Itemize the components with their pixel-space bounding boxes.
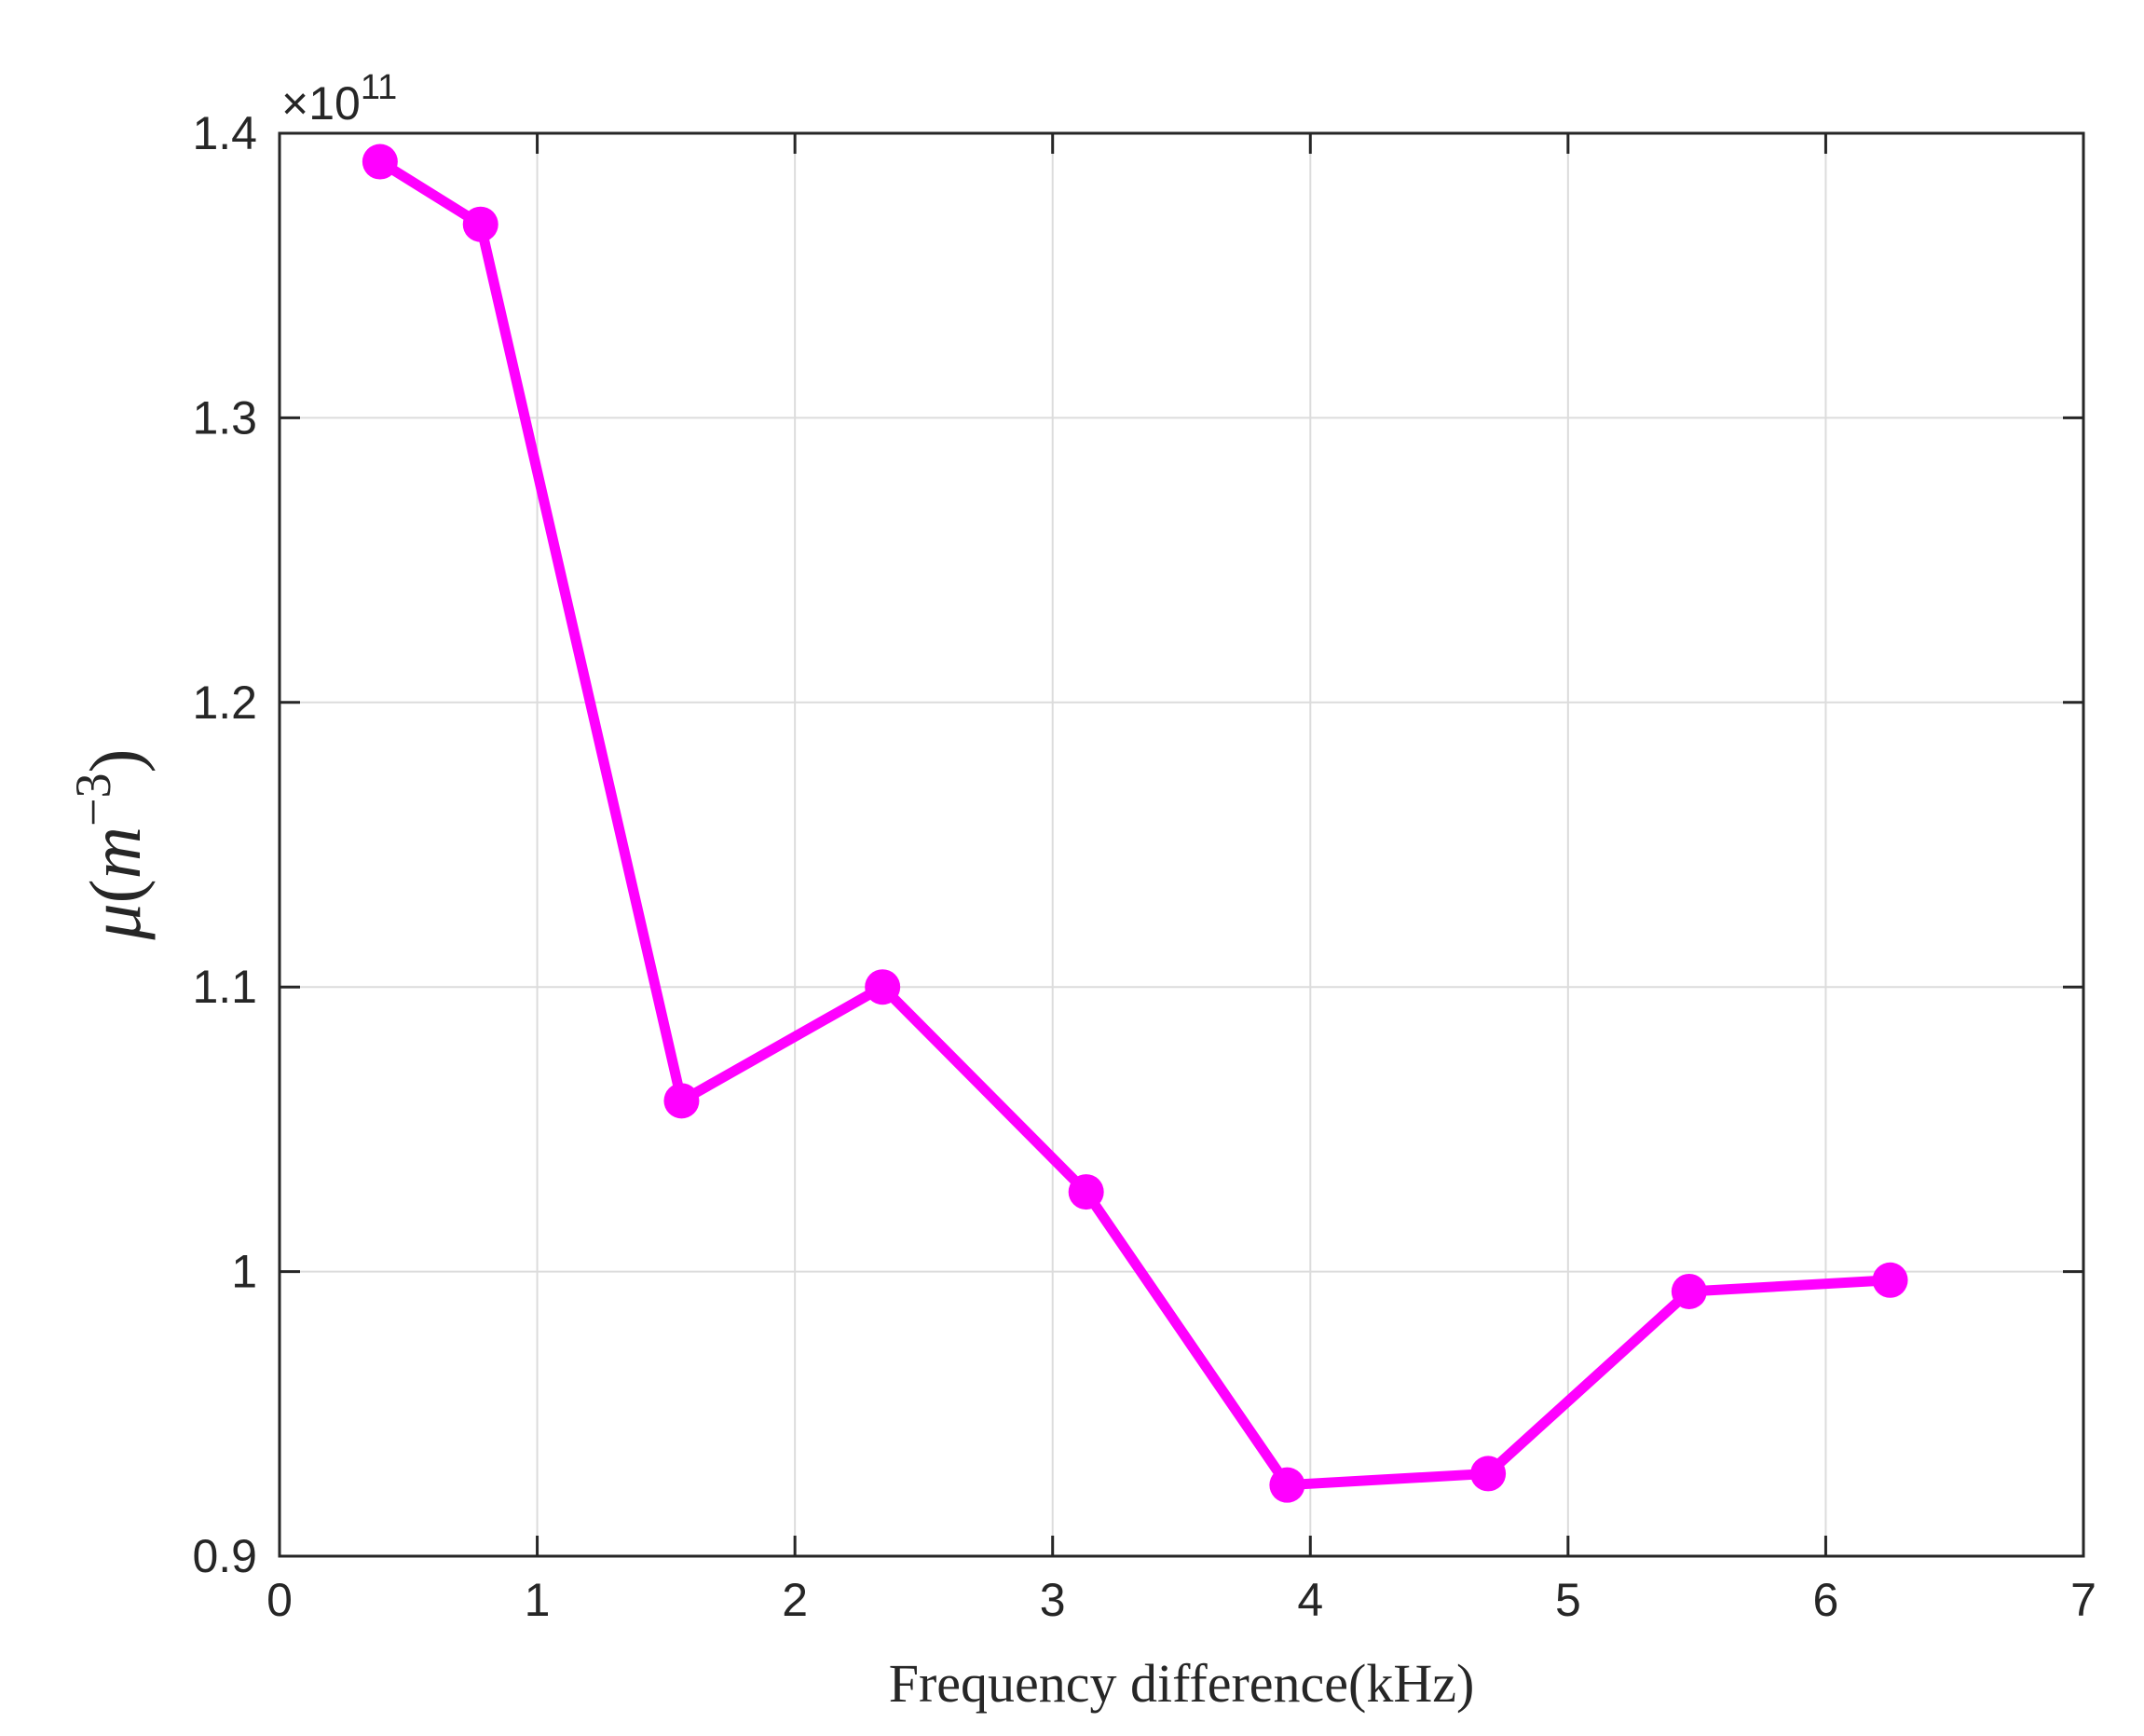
y-tick-label: 1.1 bbox=[192, 961, 257, 1013]
y-tick-label: 1.2 bbox=[192, 677, 257, 729]
y-axis-symbol: μ bbox=[75, 903, 156, 940]
data-point bbox=[362, 144, 398, 180]
exponent-label: ×1011 bbox=[281, 68, 397, 130]
y-axis-close: ) bbox=[75, 749, 156, 773]
plot-area bbox=[280, 133, 2083, 1556]
y-tick-label: 1.4 bbox=[192, 107, 257, 159]
plot-frame bbox=[278, 131, 2085, 1558]
x-tick-label: 3 bbox=[1040, 1574, 1066, 1626]
x-axis-label: Frequency difference(kHz) bbox=[889, 1653, 1475, 1714]
data-point bbox=[1269, 1467, 1305, 1503]
y-tick-label: 1 bbox=[231, 1246, 257, 1298]
y-axis-open: ( bbox=[75, 879, 156, 903]
y-axis-label: μ(m−3) bbox=[65, 749, 156, 941]
series-group bbox=[362, 144, 1908, 1503]
y-axis-unit: m bbox=[75, 827, 156, 879]
data-point bbox=[1671, 1273, 1707, 1309]
exponent-power: 11 bbox=[361, 68, 397, 107]
x-tick-label: 5 bbox=[1555, 1574, 1581, 1626]
x-tick-label: 2 bbox=[782, 1574, 808, 1626]
y-tick-label: 0.9 bbox=[192, 1530, 257, 1582]
x-tick-label: 1 bbox=[525, 1574, 551, 1626]
y-axis-exponent: −3 bbox=[65, 773, 121, 827]
x-tick-label: 0 bbox=[266, 1574, 293, 1626]
data-point bbox=[1068, 1174, 1104, 1210]
data-point bbox=[663, 1083, 700, 1119]
y-tick-labels: 0.9 1 1.1 1.2 1.3 1.4 bbox=[192, 107, 257, 1582]
data-point bbox=[462, 206, 498, 242]
x-tick-labels: 0 1 2 3 4 5 6 7 bbox=[266, 1574, 2096, 1626]
y-tick-label: 1.3 bbox=[192, 391, 257, 444]
data-point bbox=[865, 969, 901, 1005]
x-tick-label: 7 bbox=[2070, 1574, 2096, 1626]
data-point bbox=[1872, 1262, 1908, 1298]
x-tick-label: 4 bbox=[1297, 1574, 1323, 1626]
data-point bbox=[1470, 1456, 1507, 1492]
x-tick-label: 6 bbox=[1813, 1574, 1839, 1626]
grid bbox=[280, 133, 2083, 1556]
exponent-prefix: ×10 bbox=[281, 77, 361, 130]
